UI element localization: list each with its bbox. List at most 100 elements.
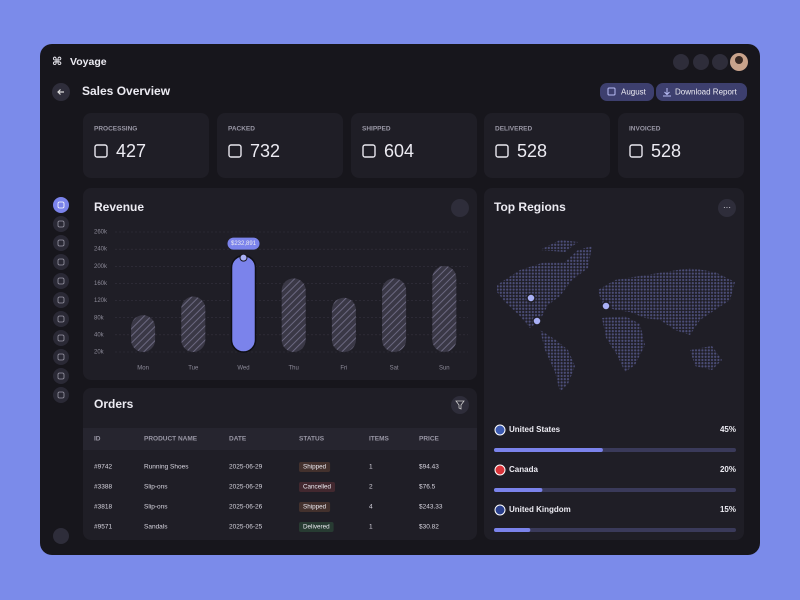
nav-icon [57,353,65,361]
x-tick-label: Fri [340,366,347,372]
region-track [494,488,736,492]
flag [494,424,506,436]
stat-label: SHIPPED [362,126,391,133]
regions-menu[interactable] [718,199,736,217]
revenue-menu[interactable] [451,199,469,217]
status-pill [299,502,331,512]
logout-button[interactable] [53,528,69,544]
cell: 1 [369,464,373,471]
region-bar [494,528,531,532]
cell: 2025-06-25 [229,524,263,531]
bar [230,254,257,353]
column-header: ITEMS [369,436,390,443]
nav-button[interactable] [53,368,69,384]
cell: Running Shoes [144,464,189,471]
stat-value: 427 [116,141,146,161]
filter-icon [455,400,465,410]
x-tick-label: Mon [137,366,149,372]
y-tick-label: 80k [94,315,105,321]
x-tick-label: Sat [390,366,399,372]
status-pill [299,462,331,472]
orders-title: Orders [94,397,134,411]
y-tick-label: 120k [94,298,108,304]
region-track [494,528,736,532]
nav-button[interactable] [53,311,69,327]
stat-label: PROCESSING [94,126,137,133]
nav-button[interactable] [53,254,69,270]
cell: 2025-06-26 [229,504,263,511]
nav-icon [57,258,65,266]
y-tick-label: 200k [94,264,108,270]
x-tick-label: Wed [237,366,249,372]
nav-icon [57,372,65,380]
nav-button[interactable] [53,235,69,251]
stat-card [618,113,744,178]
region-name: Canada [509,465,538,474]
flag [494,504,506,516]
nav-icon [57,315,65,323]
nav-button[interactable] [53,349,69,365]
status-pill [299,522,334,532]
nav-icon [57,201,65,209]
nav-button[interactable] [53,216,69,232]
stat-label: INVOICED [629,126,661,133]
download-icon [663,88,671,97]
power-button[interactable] [712,54,728,70]
cell: 2 [369,484,373,491]
stat-icon [228,144,242,158]
column-header: ID [94,436,101,443]
download-button[interactable] [656,83,747,101]
cell: #9571 [94,524,112,531]
avatar-hair [735,56,743,64]
y-tick-label: 40k [94,332,105,338]
cell: $94.43 [419,464,439,471]
stat-card [83,113,209,178]
cell: 4 [369,504,373,511]
nav-button[interactable] [53,292,69,308]
cell: $76.5 [419,484,436,491]
column-header: PRODUCT NAME [144,436,198,443]
nav-button[interactable] [53,387,69,403]
brand: Voyage [70,56,107,68]
stat-icon [94,144,108,158]
stat-value: 604 [384,141,414,161]
filter-button[interactable] [451,396,469,414]
cell: 2025-06-29 [229,484,263,491]
tooltip-label: $232,891 [231,241,257,247]
y-tick-label: 240k [94,247,108,253]
map-pins [526,293,611,326]
stat-icon [362,144,376,158]
nav-button[interactable] [53,197,69,213]
cell: Slip-ons [144,504,168,511]
status-label: Shipped [303,464,327,471]
column-header: STATUS [299,436,325,443]
nav-icon [57,334,65,342]
status-label: Cancelled [303,484,332,491]
bar [432,265,457,352]
region-percent: 20% [720,465,736,474]
month-button-label: August [621,88,647,97]
stat-label: DELIVERED [495,126,533,133]
bar [181,296,206,352]
stat-card [217,113,343,178]
settings-button[interactable] [693,54,709,70]
y-tick-label: 160k [94,281,108,287]
cell: Slip-ons [144,484,168,491]
notifications-button[interactable] [673,54,689,70]
bar [281,278,306,352]
stat-card [351,113,477,178]
stat-label: PACKED [228,126,255,133]
table-header [83,428,477,450]
status-label: Delivered [303,524,330,531]
stat-icon [495,144,509,158]
bar [131,315,156,352]
nav-button[interactable] [53,273,69,289]
bar [331,297,356,352]
x-tick-label: Thu [289,366,299,372]
nav-button[interactable] [53,330,69,346]
tooltip [227,237,260,250]
cell: 2025-06-29 [229,464,263,471]
cell: #3388 [94,484,112,491]
cell: 1 [369,524,373,531]
